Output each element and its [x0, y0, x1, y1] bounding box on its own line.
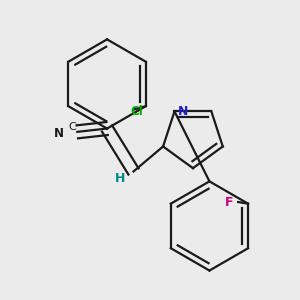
Text: N: N [178, 105, 188, 118]
Text: Cl: Cl [130, 105, 143, 118]
Text: H: H [115, 172, 125, 184]
Text: C: C [68, 122, 76, 132]
Text: F: F [225, 196, 233, 208]
Text: N: N [54, 127, 64, 140]
